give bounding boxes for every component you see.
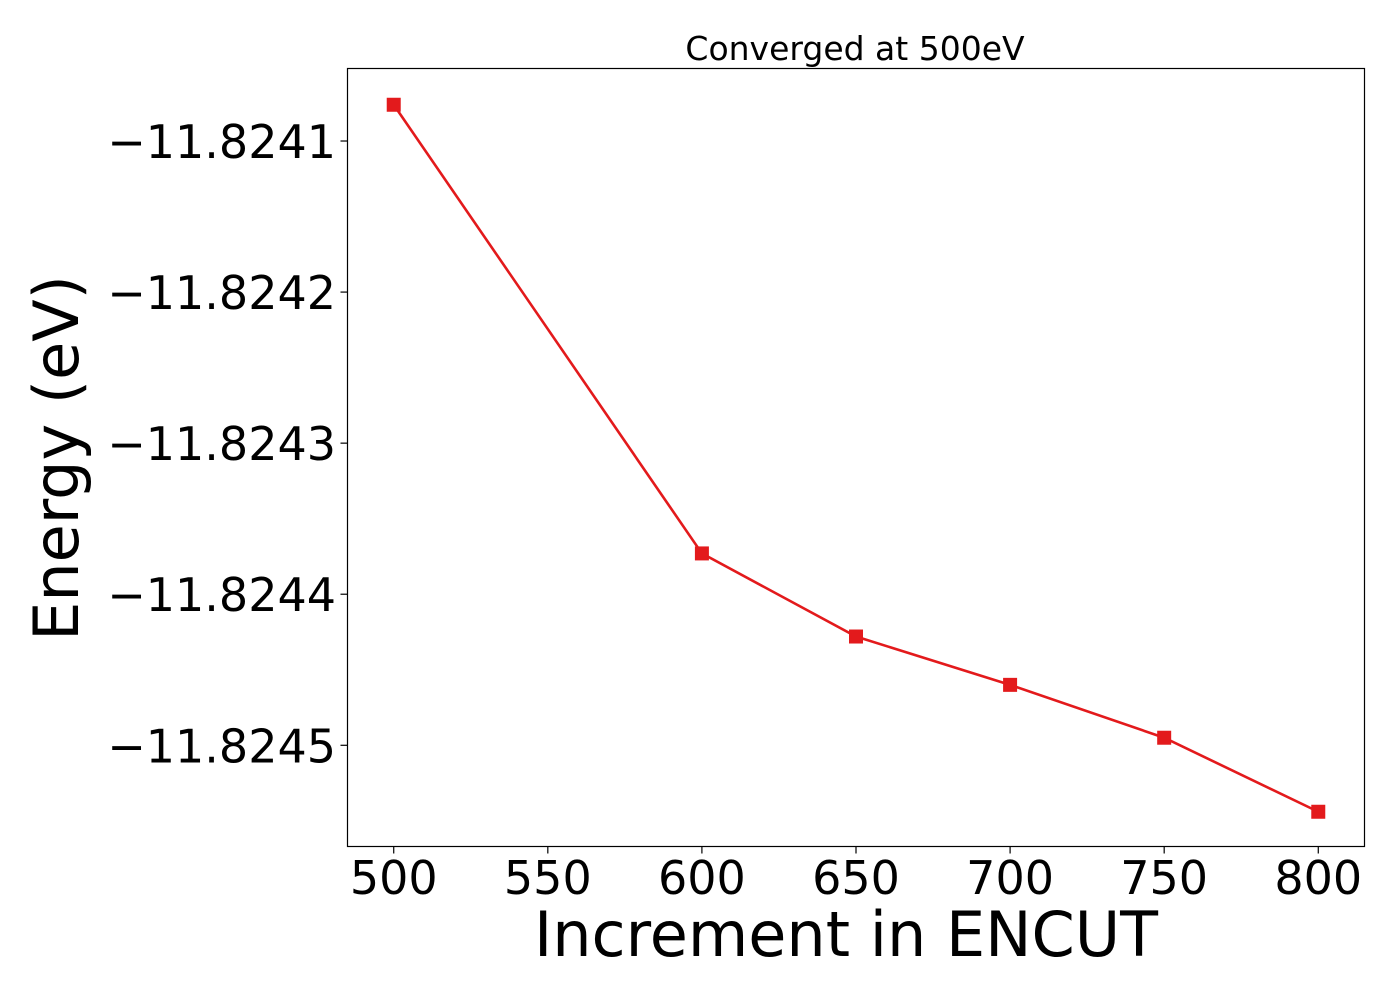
y-tick-label: −11.8244	[107, 568, 336, 622]
y-tick-label: −11.8241	[107, 115, 336, 169]
y-axis-ticks: −11.8241 −11.8242 −11.8243 −11.8244 −11.8245	[107, 115, 348, 773]
plot-frame	[346, 67, 1366, 848]
data-point-marker	[1157, 730, 1172, 745]
data-point-marker	[849, 629, 863, 644]
data-point-marker	[694, 546, 709, 561]
x-tick-label: 600	[658, 851, 746, 905]
y-tick-label: −11.8245	[107, 719, 336, 773]
y-tick-label: −11.8243	[107, 417, 336, 471]
data-point-marker	[1003, 677, 1018, 692]
x-tick-label: 550	[504, 851, 592, 905]
data-point-marker	[1311, 804, 1326, 819]
x-tick-label: 650	[812, 851, 900, 905]
x-tick-label: 750	[1120, 851, 1208, 905]
x-tick-label: 700	[966, 851, 1054, 905]
y-tick-label: −11.8242	[107, 266, 336, 320]
series-line	[392, 104, 1319, 813]
x-tick-label: 500	[350, 851, 438, 905]
x-axis-ticks: 500 550 600 650 700 750 800	[350, 846, 1362, 905]
data-point-marker	[386, 97, 401, 112]
x-axis-label: Increment in ENCUT	[534, 898, 1159, 971]
y-axis-label: Energy (eV)	[20, 275, 93, 641]
series-layer	[386, 97, 1326, 819]
x-tick-label: 800	[1274, 851, 1362, 905]
chart-title: Converged at 500eV	[685, 29, 1025, 68]
